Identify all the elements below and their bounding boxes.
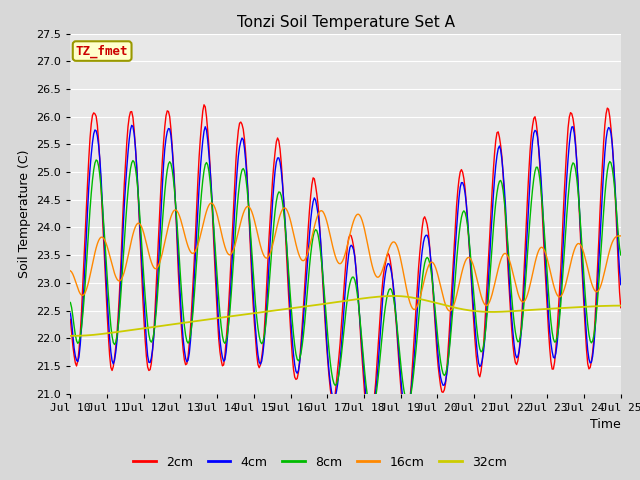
Legend: 2cm, 4cm, 8cm, 16cm, 32cm: 2cm, 4cm, 8cm, 16cm, 32cm [128,451,512,474]
Title: Tonzi Soil Temperature Set A: Tonzi Soil Temperature Set A [237,15,454,30]
Text: TZ_fmet: TZ_fmet [76,44,129,58]
Y-axis label: Soil Temperature (C): Soil Temperature (C) [18,149,31,278]
X-axis label: Time: Time [590,418,621,431]
